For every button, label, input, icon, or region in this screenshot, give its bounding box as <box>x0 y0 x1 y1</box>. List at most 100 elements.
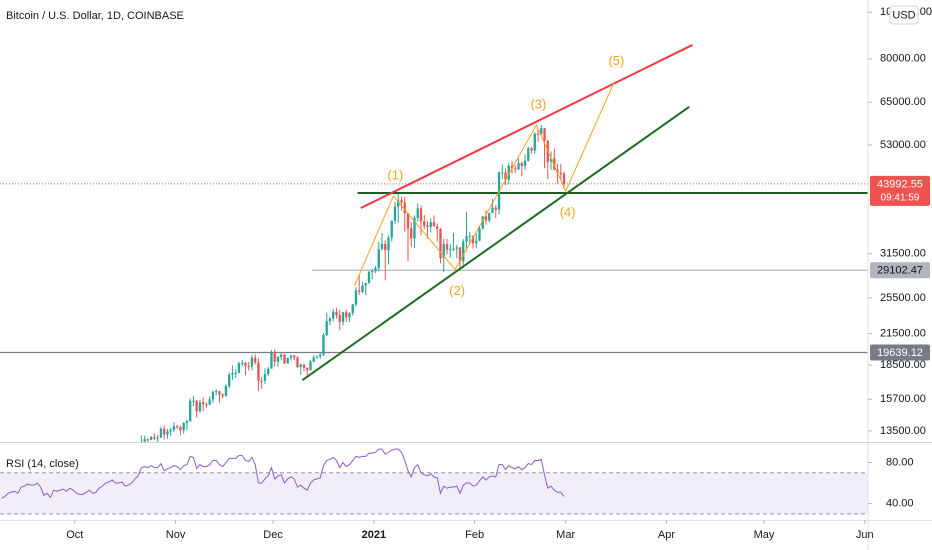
price-badge-label: 19639.12 <box>877 347 923 359</box>
x-tick-label: Oct <box>66 529 83 541</box>
candle-body <box>293 355 296 358</box>
candle-body <box>211 391 215 400</box>
candle-body <box>289 355 293 358</box>
y-tick-label: 25500.00 <box>880 292 926 304</box>
candle-body <box>237 363 241 373</box>
candle-body <box>426 225 429 228</box>
candle-body <box>553 158 556 170</box>
candle-body <box>559 173 562 175</box>
candle-body <box>468 235 471 237</box>
currency-badge[interactable] <box>889 5 919 25</box>
candle-body <box>351 304 354 313</box>
candle-body <box>312 357 315 362</box>
wave-label: (5) <box>608 53 624 68</box>
candle-body <box>156 437 159 439</box>
candle-body <box>270 351 273 369</box>
candle-body <box>273 351 276 362</box>
candle-body <box>231 373 234 375</box>
candle-body <box>189 400 192 422</box>
candle-body <box>257 362 260 381</box>
x-tick-label: Feb <box>465 529 484 541</box>
trend-line <box>360 44 693 209</box>
y-tick-label: 80000.00 <box>880 53 926 65</box>
candle-body <box>146 439 150 441</box>
trend-line <box>301 105 690 382</box>
candle-body <box>205 404 208 406</box>
candle-body <box>166 431 169 435</box>
candle-body <box>286 357 289 364</box>
candle-body <box>406 213 410 229</box>
candle-body <box>374 268 377 272</box>
candle-body <box>442 243 445 259</box>
candle-body <box>299 364 302 368</box>
wave-path <box>353 81 615 287</box>
y-tick-label: 53000.00 <box>880 139 926 151</box>
wave-label: (3) <box>530 96 546 111</box>
candle-body <box>400 200 403 203</box>
candle-body <box>445 243 449 250</box>
candle-body <box>449 248 452 250</box>
candle-body <box>283 354 286 364</box>
candle-body <box>250 357 254 367</box>
candle-body <box>452 248 455 250</box>
x-tick-label: Jun <box>856 529 874 541</box>
last-price-label: 43992.55 <box>877 178 923 190</box>
rsi-line <box>1 448 565 499</box>
candle-body <box>484 216 488 221</box>
candle-body <box>172 426 176 430</box>
y-tick-label: 21500.00 <box>880 327 926 339</box>
candle-body <box>436 226 439 229</box>
candle-body <box>163 428 166 435</box>
y-tick-label: 31500.00 <box>880 248 926 260</box>
x-tick-label: Dec <box>263 529 283 541</box>
candle-body <box>260 380 263 382</box>
price-badge-label: 29102.47 <box>877 265 923 277</box>
candle-body <box>377 249 380 269</box>
wave-label: (4) <box>560 205 576 220</box>
countdown-label: 09:41:59 <box>881 193 920 204</box>
candle-body <box>195 400 198 412</box>
candle-body <box>296 357 299 368</box>
candle-body <box>241 362 244 364</box>
candle-body <box>507 165 510 180</box>
candle-body <box>384 243 387 251</box>
candle-body <box>192 400 195 402</box>
y-tick-label: 15700.00 <box>880 393 926 405</box>
candle-body <box>501 172 504 174</box>
candle-body <box>338 315 341 322</box>
candle-body <box>403 202 406 214</box>
candle-body <box>280 354 283 358</box>
candle-body <box>455 247 458 249</box>
price-badge <box>870 344 930 361</box>
x-tick-label: Mar <box>556 529 575 541</box>
candle-body <box>149 436 153 440</box>
candle-body <box>254 357 257 363</box>
candle-body <box>510 165 514 169</box>
x-tick-label: Apr <box>658 529 675 541</box>
candle-body <box>536 133 540 135</box>
candle-body <box>517 163 520 170</box>
candle-body <box>481 216 484 229</box>
candle-body <box>332 311 335 319</box>
candle-body <box>475 240 478 244</box>
candle-body <box>439 228 442 259</box>
candle-body <box>263 373 267 381</box>
currency-label[interactable]: USD <box>892 9 915 21</box>
candle-body <box>153 436 156 439</box>
candle-body <box>380 243 384 250</box>
candle-body <box>358 290 361 292</box>
candle-body <box>143 439 146 442</box>
rsi-tick-label: 40.00 <box>886 497 914 509</box>
candle-body <box>182 422 185 431</box>
candle-body <box>179 427 182 431</box>
candle-body <box>410 228 413 239</box>
candle-body <box>345 312 348 318</box>
candle-body <box>458 247 462 262</box>
candle-body <box>371 271 374 273</box>
rsi-title: RSI (14, close) <box>6 458 79 470</box>
candle-body <box>413 217 416 239</box>
y-tick-label: 13500.00 <box>880 425 926 437</box>
candle-body <box>462 241 465 262</box>
candle-body <box>218 391 221 395</box>
